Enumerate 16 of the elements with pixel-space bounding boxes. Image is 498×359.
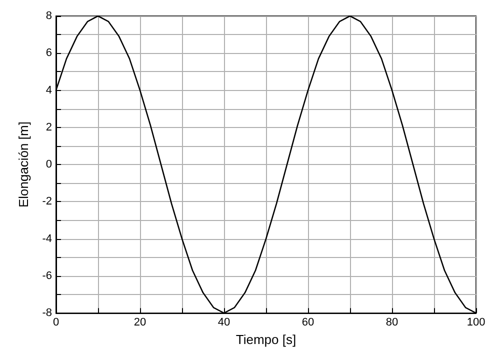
y-tick-label: 6 [46, 47, 52, 60]
y-axis-title: Elongación [m] [16, 122, 31, 208]
y-tick-label: -6 [42, 270, 52, 282]
y-tick-label: -2 [42, 196, 52, 208]
y-tick-label: -8 [42, 307, 52, 320]
y-tick-label: 2 [46, 121, 52, 134]
y-tick-label: 4 [46, 84, 52, 96]
y-tick-label: 0 [46, 158, 52, 171]
x-axis-title: Tiempo [s] [236, 332, 296, 347]
y-tick-label: -4 [42, 232, 52, 245]
x-tick-label: 80 [386, 316, 398, 329]
x-tick-label: 20 [134, 316, 146, 329]
x-tick-label: 100 [466, 316, 486, 329]
y-tick-label: 8 [46, 10, 52, 22]
x-tick-label: 60 [302, 316, 314, 329]
x-tick-label: 40 [218, 316, 230, 329]
